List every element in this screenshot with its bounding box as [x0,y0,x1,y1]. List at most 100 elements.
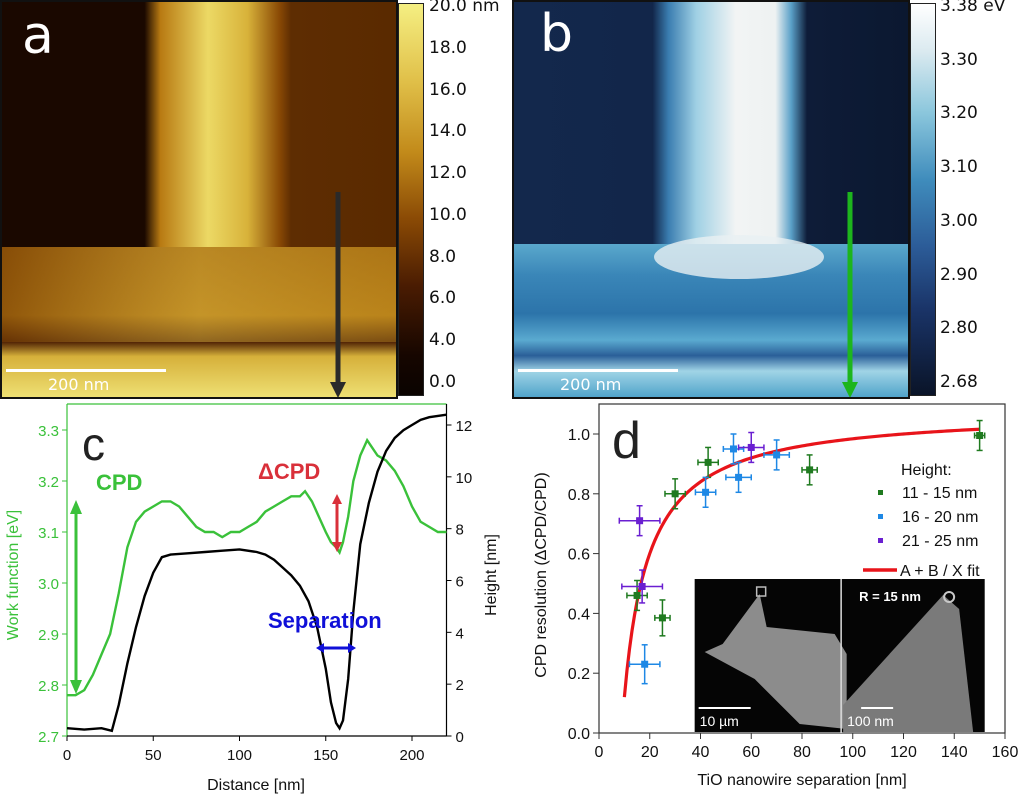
panel-a-label: a [22,6,54,66]
y-left-tick-label: 3.2 [38,474,59,491]
legend-label: 16 - 20 nm [902,509,978,526]
panel-b-label: b [540,4,574,64]
y-left-tick-label: 3.3 [38,423,59,440]
panel-a-colorbar-tick: 12.0 [429,163,467,184]
data-point [729,445,737,453]
cpd-annotation: CPD [96,470,142,495]
y-right-axis-title: Height [nm] [483,534,500,616]
data-point [704,458,712,466]
panel-b-colorbar-tick: 2.90 [940,264,978,285]
panel-b-cpd-image: b 200 nm [512,0,910,399]
inset-left-scalebar-label: 10 µm [700,713,739,729]
panel-a-colorbar-tick: 18.0 [429,37,467,58]
panel-a-scalebar-label: 200 nm [48,375,110,394]
legend-label: 21 - 25 nm [902,533,978,550]
inset-right-scalebar-label: 100 nm [847,713,894,729]
panel-a-colorbar-tick: 8.0 [429,246,457,267]
data-point [702,488,710,496]
tip-radius-marker-icon [943,591,956,604]
panel-a-colorbar [398,3,424,396]
panel-b-colorbar-tick: 3.00 [940,210,978,231]
panel-b-scalebar [518,369,678,372]
delta-cpd-arrow-up-icon [332,494,342,504]
panel-b-colorbar-tick: 3.30 [940,49,978,70]
delta-cpd-annotation: ΔCPD [258,459,320,484]
panel-a-colorbar-tick: 6.0 [429,288,457,309]
data-point [773,451,781,459]
panel-a-colorbar-tick: 10.0 [429,204,467,225]
x-tick-label: 20 [641,744,659,761]
series-height [66,413,447,733]
data-point [976,431,984,439]
y-right-tick-label: 6 [456,574,464,591]
y-right-tick-label: 12 [456,418,473,435]
panel-c-line-chart: 0 50 100 150 200 2.7 2.8 2.9 3.0 3.1 3.2 3.3 0 2 4 6 8 10… [5,403,500,794]
panel-b-scalebar-label: 200 nm [560,375,622,394]
panel-a-colorbar-tick: 4.0 [429,330,457,351]
x-tick-label: 50 [145,747,162,764]
y-tick-label: 0.8 [568,487,590,504]
profile-arrow-icon [330,192,346,397]
topography-map [2,2,396,397]
panel-b-colorbar-tick: 2.68 [940,372,978,392]
x-axis-title: TiO nanowire separation [nm] [697,772,906,789]
legend-marker [878,514,883,519]
data-point [671,490,679,498]
y-tick-label: 0.4 [568,606,590,623]
y-tick-label: 0.2 [568,666,590,683]
panel-b-colorbar-tick: 2.80 [940,318,978,339]
separation-arrow-right-icon [348,643,356,653]
x-tick-label: 80 [793,744,811,761]
x-tick-label: 0 [63,747,71,764]
panel-a-colorbar-tick: 16.0 [429,79,467,100]
legend-label: 11 - 15 nm [902,485,977,502]
legend-marker [878,490,883,495]
x-tick-label: 140 [941,744,968,761]
panel-b-colorbar-tick: 3.20 [940,103,978,124]
zoom-region-marker [755,586,767,597]
panel-a-colorbar-tick: 14.0 [429,121,467,142]
y-left-tick-label: 2.9 [38,627,59,644]
tip-radius-label: R = 15 nm [859,589,921,604]
y-right-tick-label: 4 [456,625,464,642]
panel-a-colorbar-tick: 20.0 nm [429,0,500,16]
tip-apex-image [843,595,974,732]
panel-d-scatter-chart: 0 20 40 60 80 100 120 140 160 0.0 0.2 0.4 0.6 0.8 1.0 T… [533,403,1019,789]
y-left-tick-label: 3.0 [38,576,59,593]
profile-arrow-green-icon [842,192,858,397]
x-tick-label: 60 [742,744,760,761]
legend-marker [878,538,883,543]
data-point [806,466,814,474]
delta-cpd-arrow-down-icon [332,542,342,552]
panel-a-colorbar-tick: 0.0 [429,372,457,392]
panel-b-colorbar-tick: 3.38 eV [940,0,1006,16]
data-point [633,591,641,599]
separation-annotation: Separation [268,608,382,633]
cantilever-tip-image [704,594,847,730]
panel-a-topography-image: a 200 nm [0,0,398,399]
x-tick-label: 100 [839,744,866,761]
x-tick-label: 100 [227,747,252,764]
cpd-arrow-down-icon [70,680,82,694]
data-point [638,582,646,590]
y-tick-label: 0.0 [568,726,590,743]
x-tick-label: 120 [890,744,917,761]
y-right-tick-label: 0 [456,729,464,746]
x-tick-label: 200 [399,747,424,764]
y-axis-title: CPD resolution (ΔCPD/CPD) [533,472,550,677]
y-right-tick-label: 8 [456,522,464,539]
panel-a-scalebar [6,369,166,372]
y-left-axis-title: Work function [eV] [5,510,22,640]
x-axis-title: Distance [nm] [207,777,305,794]
fit-curve [622,427,980,698]
series-work-function [67,437,447,697]
panel-c-label: c [82,418,105,470]
panel-b-colorbar [910,3,936,396]
data-point [641,660,649,668]
x-tick-label: 160 [992,744,1019,761]
y-tick-label: 0.6 [568,547,590,564]
legend-title: Height: [901,462,952,479]
y-left-tick-label: 2.8 [38,678,59,695]
panel-d-label: d [612,412,641,470]
cpd-arrow-up-icon [70,500,82,514]
